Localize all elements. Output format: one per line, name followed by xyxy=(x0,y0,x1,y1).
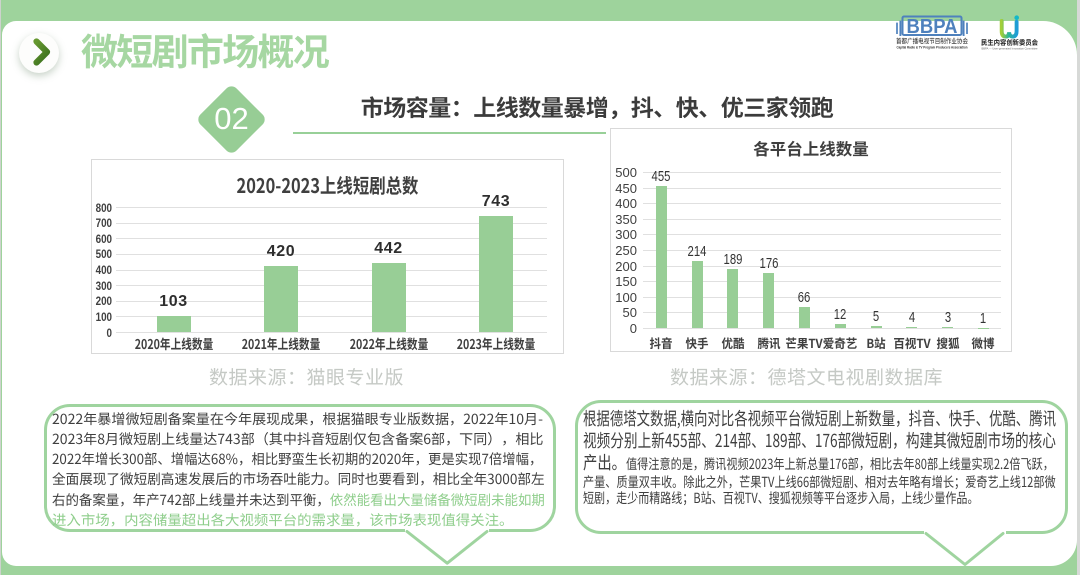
svg-text:BBPA --- User-generated Innova: BBPA --- User-generated Innovation Commi… xyxy=(982,46,1039,50)
svg-text:首都广播电视节目制作业协会: 首都广播电视节目制作业协会 xyxy=(896,36,968,46)
svg-text:Capital Radio & TV Program Pro: Capital Radio & TV Program Producers Ass… xyxy=(897,46,968,50)
svg-text:民生内容创新委员会: 民生内容创新委员会 xyxy=(981,38,1038,48)
svg-text:BBPA: BBPA xyxy=(907,16,958,38)
